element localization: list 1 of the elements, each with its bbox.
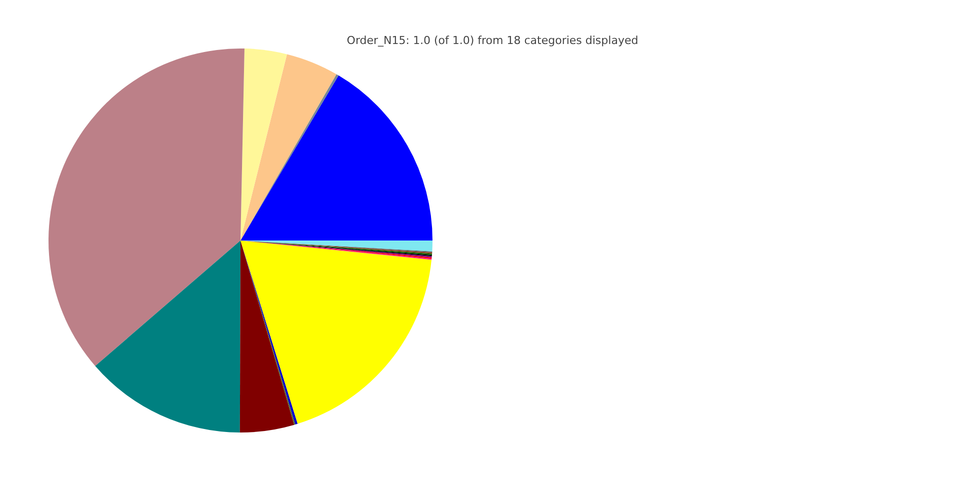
text: Order_N15: 1.0 (of 1.0) from 18 categories displayed — [346, 34, 638, 47]
